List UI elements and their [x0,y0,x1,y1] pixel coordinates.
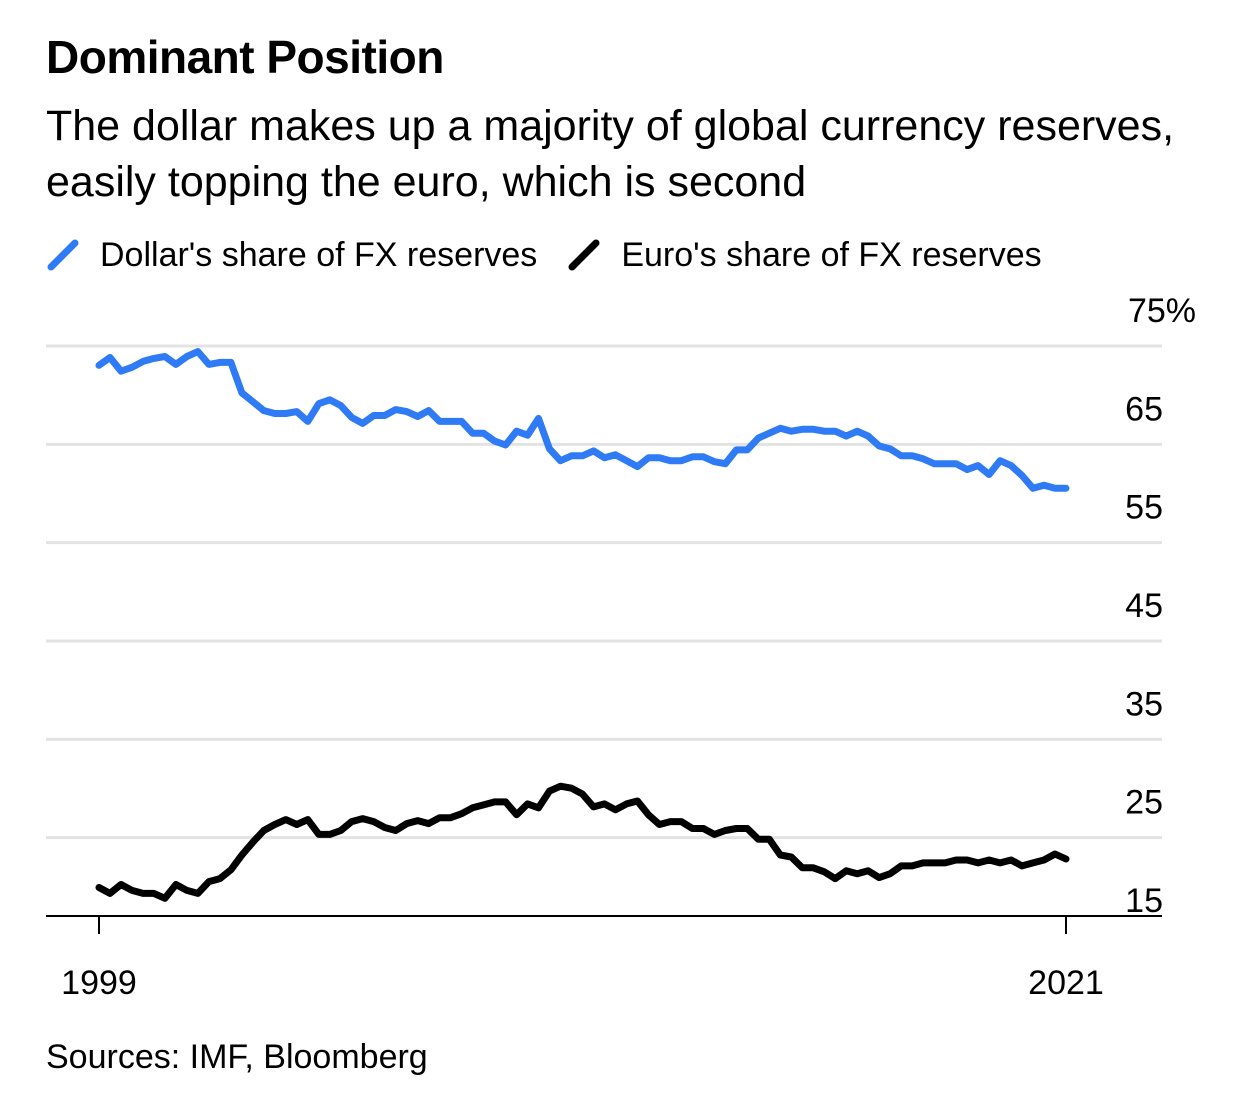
x-axis: 1999 2021 [46,915,1162,1002]
series-line-dollar [95,348,1070,492]
x-tick-label: 2021 [1028,964,1104,1002]
legend: Dollar's share of FX reserves Euro's sha… [46,232,1072,278]
legend-item-euro: Euro's share of FX reserves [567,235,1042,275]
legend-label-dollar: Dollar's share of FX reserves [100,235,538,274]
source-note: Sources: IMF, Bloomberg [46,1038,428,1076]
gridlines [46,344,1162,840]
y-tick-label: 65 [1125,390,1163,428]
y-tick-label: 75% [1128,292,1196,330]
y-tick-label: 35 [1125,685,1163,723]
chart-title: Dominant Position [46,31,444,83]
series-lines [95,348,1070,902]
legend-swatch-euro [568,239,600,271]
y-tick-label: 15 [1125,882,1163,920]
y-tick-label: 25 [1125,784,1163,822]
series-line-euro [95,782,1070,902]
chart-subtitle: The dollar makes up a majority of global… [46,102,1175,206]
y-tick-label: 45 [1125,587,1163,625]
legend-item-dollar: Dollar's share of FX reserves [46,236,537,275]
legend-swatch-dollar [47,239,79,271]
legend-label-euro: Euro's share of FX reserves [621,235,1042,274]
x-tick-label: 1999 [61,964,137,1002]
y-axis-ticks: 75% 65 55 45 35 25 15 [1125,292,1196,920]
y-tick-label: 55 [1125,489,1163,527]
